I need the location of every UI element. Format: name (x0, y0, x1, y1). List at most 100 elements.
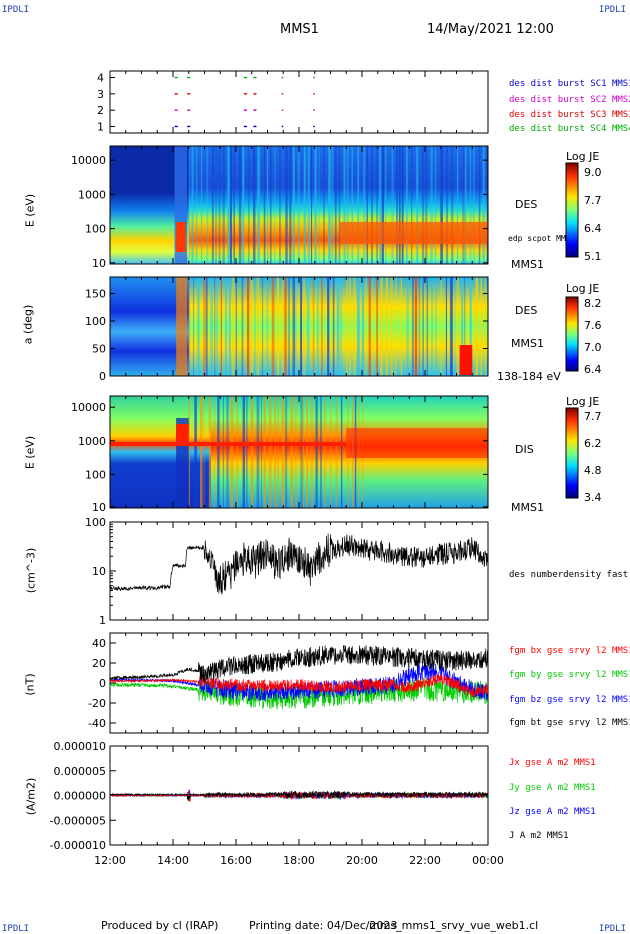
des-energy-spectrogram-panel: 10000 1000 100 10 9.0 7.7 6.4 5.1 (71, 145, 602, 270)
spectrogram-streak (472, 146, 476, 264)
des-pitch-tick-label: 0 (99, 370, 106, 383)
legend-number-density: des numberdensity fast M (509, 570, 630, 580)
burst-availability-panel: 4 3 2 1 (97, 70, 489, 134)
spectrogram-streak (271, 277, 275, 376)
spectrogram-streak (284, 277, 287, 376)
spectrogram-early-region (110, 396, 211, 508)
spectrogram-streak (469, 146, 472, 264)
time-axis-tick-label: 00:00 (472, 854, 504, 867)
density-ytick-label: 1 (99, 614, 106, 627)
spectrogram-streak (218, 146, 221, 264)
spectrogram-streak (338, 146, 341, 264)
time-axis-tick-label: 20:00 (346, 854, 378, 867)
spectrogram-streak (188, 146, 190, 264)
spectrogram-streak (225, 277, 227, 376)
spectrogram-streak (315, 396, 318, 508)
spectrogram-streak (246, 396, 248, 508)
spectrogram-streak (381, 146, 384, 264)
spectrogram-streak (376, 277, 378, 376)
spectrogram-streak (461, 277, 464, 376)
spectrogram-streak (456, 277, 459, 376)
spectrogram-streak (206, 277, 208, 376)
spectrogram-streak (303, 146, 306, 264)
legend-burst-sc3: des dist burst SC3 MMS3 (509, 110, 630, 120)
panel2-instrument-label: DES (515, 198, 538, 211)
spectrogram-streak (440, 146, 443, 264)
footer-produced: Produced by cl (IRAP) (101, 919, 219, 932)
spectrogram-streak (303, 277, 306, 376)
spectrogram-streak (267, 146, 269, 264)
spectrogram-streak (446, 146, 448, 264)
legend-jx: Jx gse A m2 MMS1 (509, 758, 596, 768)
spectrogram-streak (356, 277, 360, 376)
spectrogram-streak (451, 146, 454, 264)
spectrogram-streak (260, 396, 263, 508)
spectrogram-streak (391, 146, 394, 264)
spectrogram-streak (310, 146, 313, 264)
spectrogram-streak (348, 277, 352, 376)
spectrogram-streak (430, 146, 433, 264)
density-ytick-label: 100 (85, 516, 106, 529)
density-series-line (109, 533, 488, 595)
dis-hot-blob (176, 424, 189, 446)
spectrogram-streak (256, 396, 260, 508)
spectrogram-streak (253, 146, 256, 264)
spectrogram-streak (330, 396, 332, 508)
spectrogram-early-region (110, 277, 189, 376)
spectrogram-streak (323, 146, 325, 264)
corner-label-top-right: IPDLI (598, 5, 626, 15)
dis-hot-line (110, 442, 347, 446)
magnetic-series-line (109, 644, 489, 683)
spectrogram-streak (327, 277, 330, 376)
corner-label-bottom-left: IPDLI (2, 924, 30, 934)
spectrogram-streak (440, 277, 442, 376)
spectrogram-streak (292, 146, 295, 264)
spectrogram-streak (425, 146, 428, 264)
spectrogram-streak (396, 146, 398, 264)
spectrogram-streak (297, 146, 300, 264)
burst-ytick-label: 2 (97, 104, 104, 117)
spectrogram-streak (331, 146, 334, 264)
colorbar3-tick-label: 4.8 (584, 464, 602, 477)
spectrogram-streak (406, 146, 408, 264)
spectrogram-streak (454, 277, 456, 376)
spectrogram-streak (238, 146, 242, 264)
spectrogram-streak (199, 396, 203, 508)
spectrogram-streak (300, 396, 303, 508)
spectrogram-streak (361, 277, 365, 376)
spectrogram-streak (332, 277, 335, 376)
spectrogram-streak (464, 146, 467, 264)
spectrogram-streak (281, 277, 284, 376)
spectrogram-streak (217, 396, 220, 508)
spectrogram-streak (484, 277, 486, 376)
spectrogram-streak (357, 146, 360, 264)
spectrogram-streak (285, 396, 288, 508)
spectrogram-streak (457, 146, 459, 264)
spectrogram-streak (431, 277, 433, 376)
spectrogram-streak (385, 146, 387, 264)
spectrogram-streak (220, 277, 222, 376)
colorbar2-tick-label: 7.0 (584, 341, 602, 354)
des-energy-tick-label: 1000 (78, 188, 106, 201)
magnetic-ytick-label: -20 (88, 697, 106, 710)
spectrogram-streak (434, 146, 437, 264)
colorbar2-title: Log JE (566, 282, 600, 295)
des-energy-tick-label: 100 (85, 223, 106, 236)
spectrogram-streak (323, 396, 327, 508)
spectrogram-streak (486, 146, 489, 264)
pitch-hot-blob (459, 345, 473, 375)
spectrogram-streak (335, 396, 338, 508)
panel3-energy-range-label: 138-184 eV (497, 370, 561, 383)
spectrogram-streak (346, 146, 349, 264)
spectrogram-streak (450, 277, 453, 376)
des-pitch-tick-label: 50 (92, 343, 106, 356)
spectrogram-hot-blob (176, 222, 186, 252)
dis-hot-band (346, 428, 488, 458)
density-ytick-label: 10 (92, 565, 106, 578)
spectrogram-streak (371, 146, 373, 264)
spectrogram-streak (351, 146, 354, 264)
spectrogram-streak (346, 277, 348, 376)
spectrogram-streak (394, 277, 397, 376)
spectrogram-streak (310, 396, 314, 508)
